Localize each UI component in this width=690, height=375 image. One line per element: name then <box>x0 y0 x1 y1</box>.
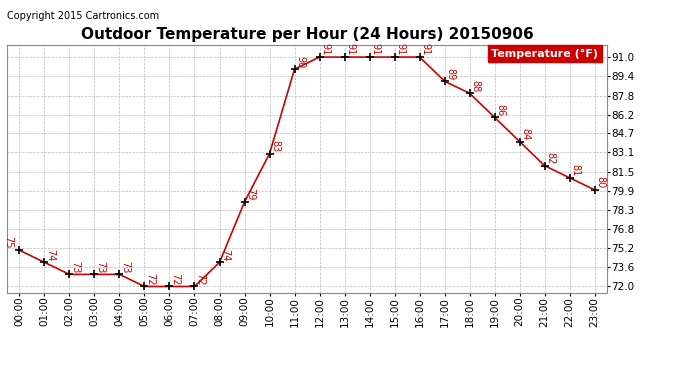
Text: 91: 91 <box>420 44 430 55</box>
Text: 91: 91 <box>395 44 405 55</box>
Text: 73: 73 <box>95 261 105 273</box>
Text: Temperature (°F): Temperature (°F) <box>491 49 598 59</box>
Text: 73: 73 <box>120 261 130 273</box>
Point <box>314 54 325 60</box>
Point <box>114 272 125 278</box>
Text: 88: 88 <box>470 80 480 92</box>
Point <box>14 247 25 253</box>
Point <box>39 260 50 266</box>
Text: 79: 79 <box>245 188 255 201</box>
Text: 84: 84 <box>520 128 530 140</box>
Point <box>64 272 75 278</box>
Point <box>364 54 375 60</box>
Point <box>289 66 300 72</box>
Point <box>564 175 575 181</box>
Text: 91: 91 <box>320 44 330 55</box>
Point <box>164 284 175 290</box>
Text: 74: 74 <box>220 249 230 261</box>
Point <box>264 151 275 157</box>
Point <box>239 199 250 205</box>
Text: 83: 83 <box>270 140 280 152</box>
Title: Outdoor Temperature per Hour (24 Hours) 20150906: Outdoor Temperature per Hour (24 Hours) … <box>81 27 533 42</box>
Point <box>89 272 100 278</box>
Point <box>414 54 425 60</box>
Text: 80: 80 <box>595 176 605 189</box>
Point <box>464 90 475 96</box>
Text: 91: 91 <box>370 44 380 55</box>
Text: 86: 86 <box>495 104 505 116</box>
Point <box>489 114 500 120</box>
Text: 91: 91 <box>345 44 355 55</box>
Point <box>339 54 350 60</box>
Text: Copyright 2015 Cartronics.com: Copyright 2015 Cartronics.com <box>7 11 159 21</box>
Text: 72: 72 <box>145 273 155 285</box>
Point <box>139 284 150 290</box>
Text: 74: 74 <box>45 249 55 261</box>
Point <box>189 284 200 290</box>
Point <box>439 78 450 84</box>
Text: 89: 89 <box>445 68 455 80</box>
Point <box>214 260 225 266</box>
Text: 82: 82 <box>545 152 555 164</box>
Text: 81: 81 <box>570 164 580 176</box>
Text: 73: 73 <box>70 261 80 273</box>
Text: 75: 75 <box>3 236 13 249</box>
Text: 72: 72 <box>170 273 180 285</box>
Text: 90: 90 <box>295 56 305 68</box>
Point <box>589 187 600 193</box>
Point <box>539 163 550 169</box>
Point <box>389 54 400 60</box>
Point <box>514 139 525 145</box>
Text: 72: 72 <box>195 273 205 285</box>
